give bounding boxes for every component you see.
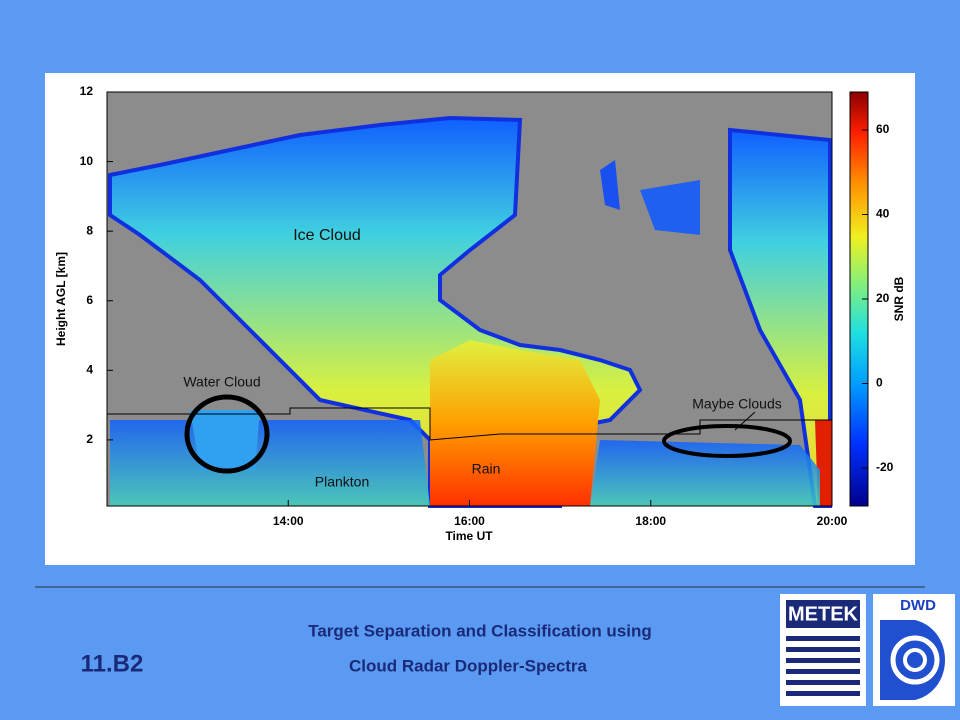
colorbar-tick-label: 20 — [876, 291, 890, 305]
y-tick-label: 4 — [86, 362, 93, 376]
annotation: Maybe Clouds — [692, 396, 782, 412]
y-tick-label: 10 — [80, 154, 94, 168]
annotation: Ice Cloud — [293, 227, 361, 244]
y-tick-label: 6 — [86, 293, 93, 307]
y-axis-label: Height AGL [km] — [54, 252, 68, 346]
x-axis-label: Time UT — [445, 529, 493, 543]
colorbar-label: SNR dB — [892, 276, 906, 321]
dwd-logo: DWD — [873, 594, 955, 706]
footer-subtitle: Cloud Radar Doppler-Spectra — [349, 656, 588, 675]
radar-image — [107, 115, 832, 508]
y-tick-label: 12 — [80, 84, 94, 98]
colorbar-tick-label: 0 — [876, 376, 883, 390]
annotation: Rain — [472, 461, 501, 477]
water-cloud-circle — [184, 394, 270, 474]
metek-logo: METEK — [780, 594, 866, 706]
colorbar-tick-label: -20 — [876, 460, 894, 474]
footer-title: Target Separation and Classification usi… — [308, 621, 652, 640]
logo-text: DWD — [900, 597, 936, 614]
y-tick-label: 2 — [86, 432, 93, 446]
colorbar-tick-label: 60 — [876, 122, 890, 136]
annotation: Water Cloud — [183, 374, 260, 390]
x-tick-label: 14:00 — [273, 514, 304, 528]
annotation: Plankton — [315, 474, 369, 490]
colorbar-tick-label: 40 — [876, 207, 890, 221]
annotation-arrow — [734, 411, 756, 431]
logo-text: METEK — [788, 603, 859, 625]
x-tick-label: 16:00 — [454, 514, 485, 528]
maybe-clouds-ellipse — [662, 424, 792, 458]
x-tick-label: 18:00 — [635, 514, 666, 528]
slide-code: 11.B2 — [81, 650, 144, 677]
y-tick-label: 8 — [86, 223, 93, 237]
x-tick-label: 20:00 — [817, 514, 848, 528]
